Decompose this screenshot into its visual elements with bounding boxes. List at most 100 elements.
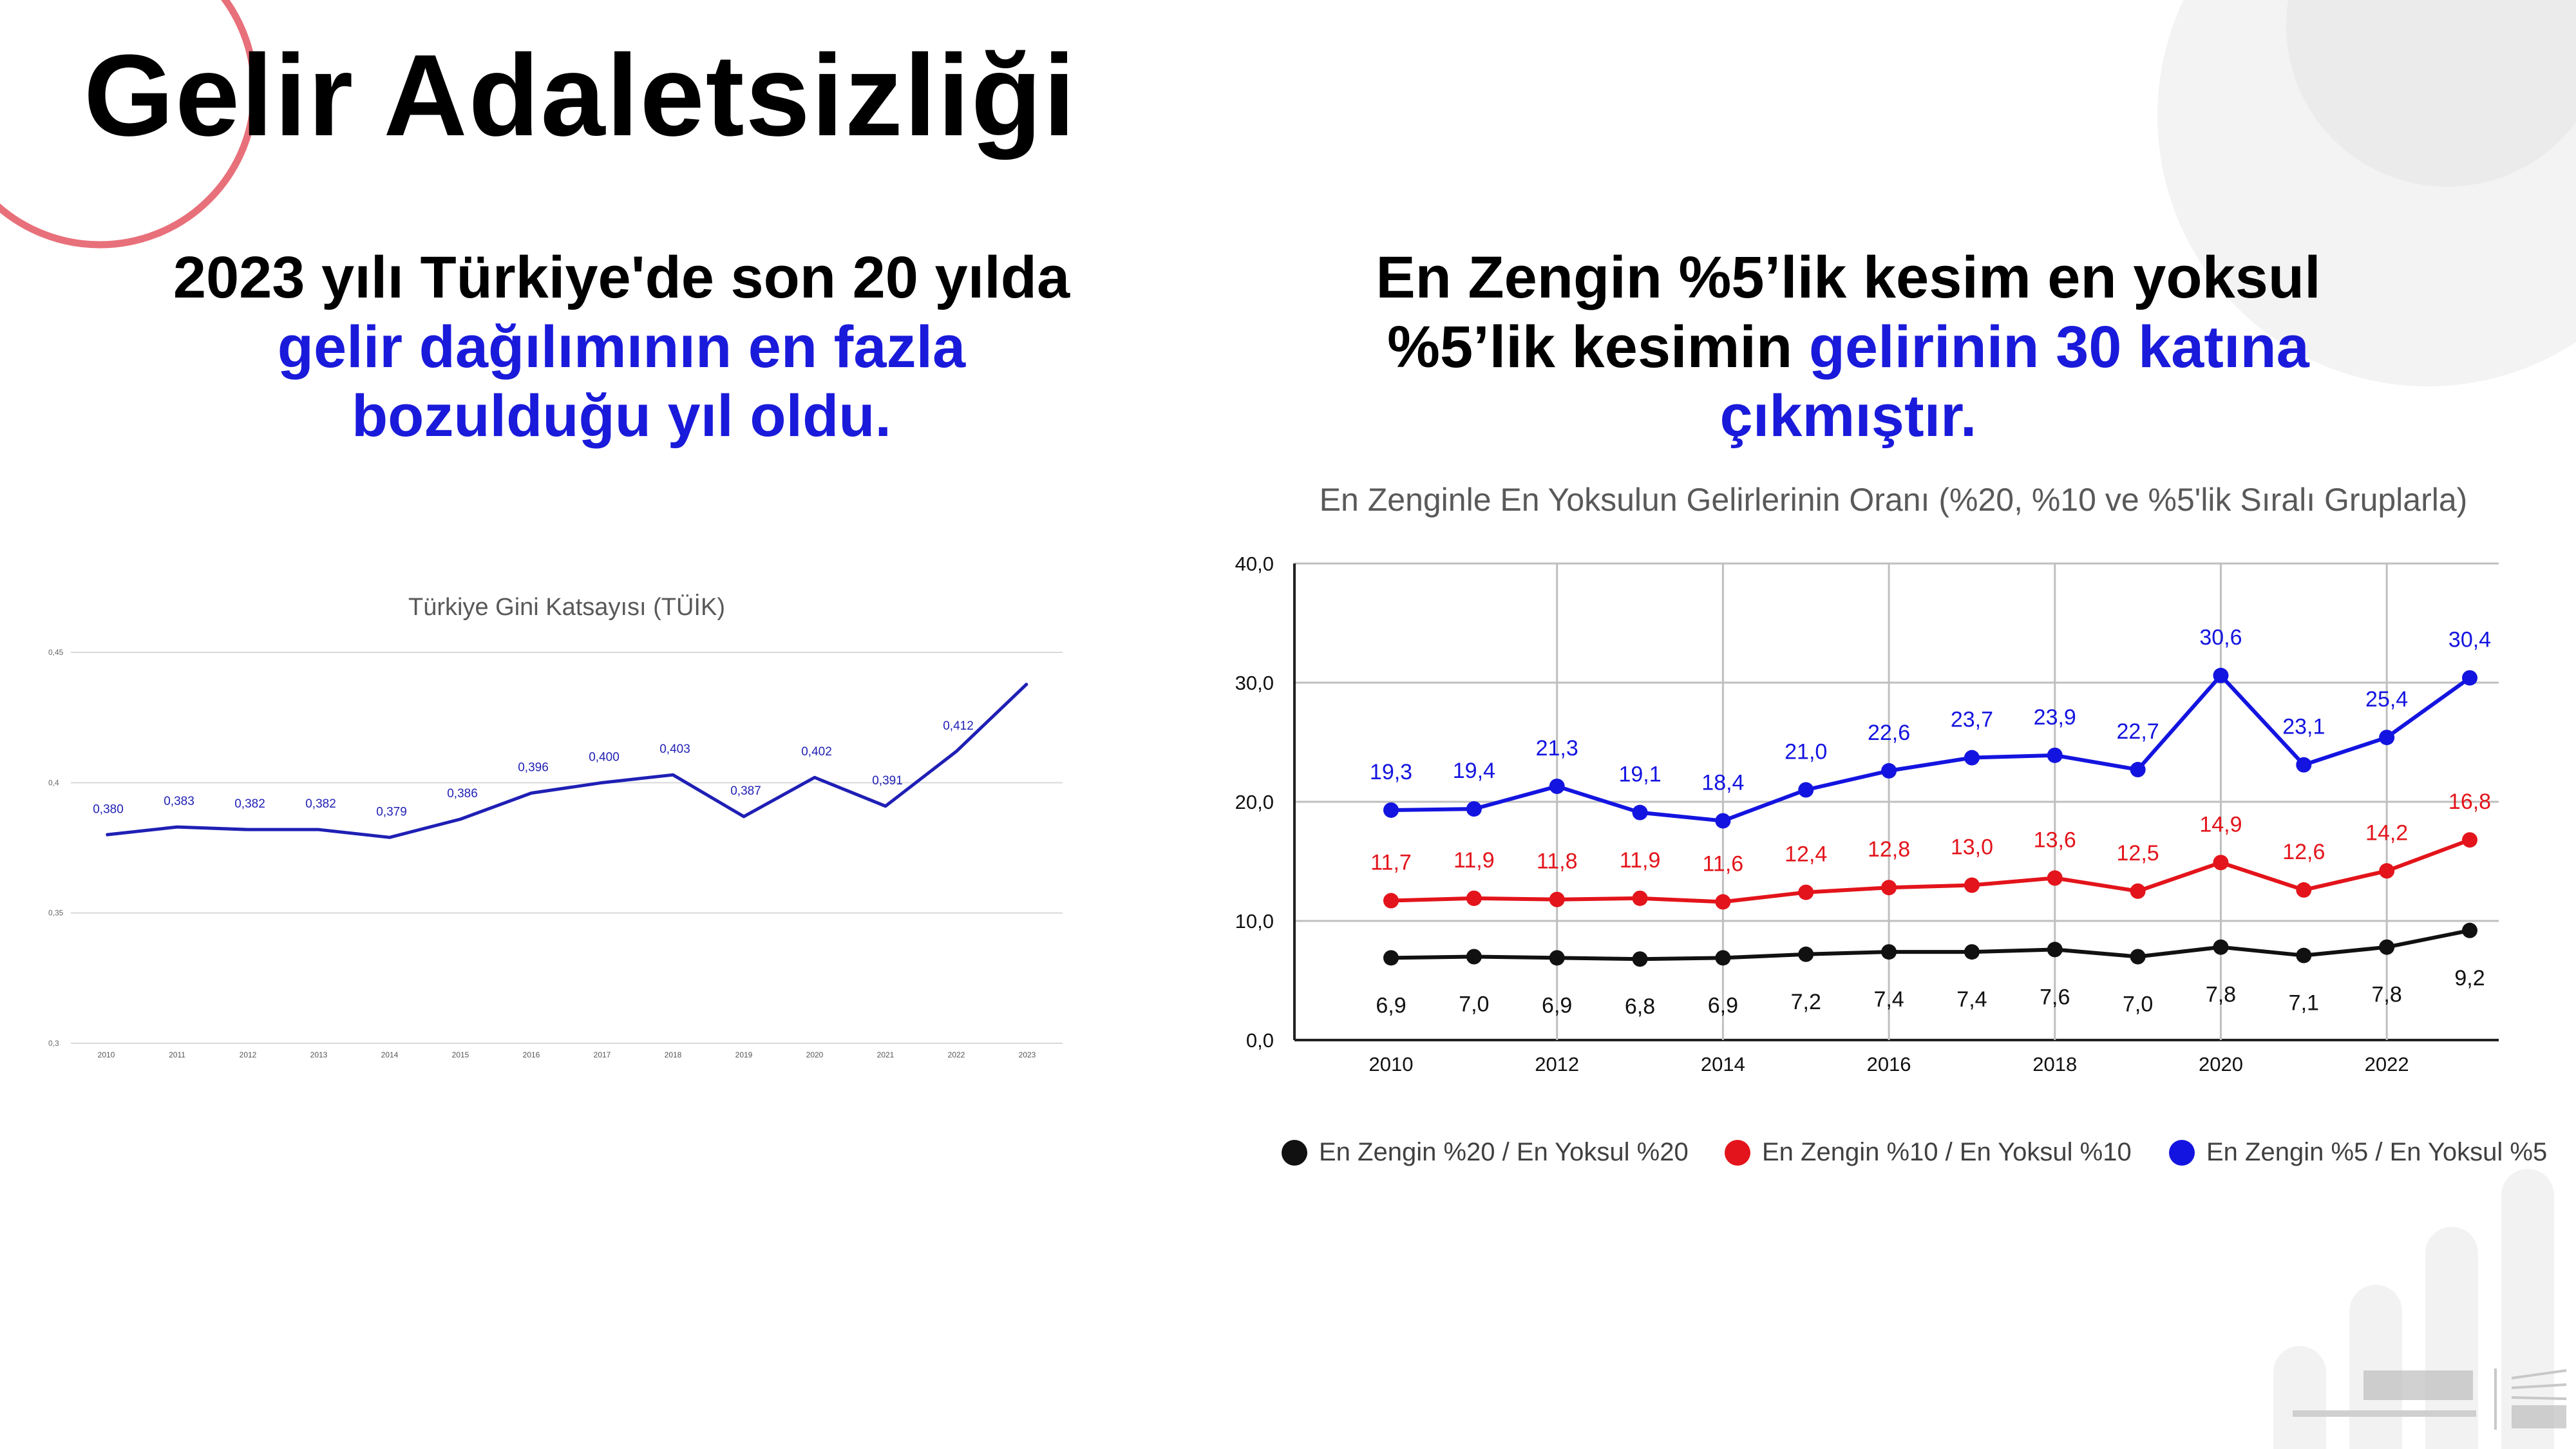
brand-logo [2293, 1368, 2567, 1430]
x-tick-label: 2014 [1701, 1053, 1745, 1075]
data-label: 14,9 [2199, 812, 2242, 837]
data-point [1466, 890, 1482, 906]
data-point [1715, 894, 1731, 910]
data-point [1383, 893, 1399, 909]
data-point [1466, 949, 1482, 965]
series-line [106, 682, 1028, 839]
data-point [1881, 880, 1897, 896]
data-label: 11,7 [1370, 851, 1412, 875]
right-headline-line3: çıkmıştır. [1719, 383, 1977, 450]
data-point [956, 750, 957, 752]
chart-title: Türkiye Gini Katsayısı (TÜİK) [408, 593, 725, 621]
data-label: 6,9 [1542, 993, 1572, 1018]
data-point [743, 815, 744, 817]
data-point [2047, 942, 2063, 958]
x-tick-label: 2012 [240, 1050, 257, 1059]
x-tick-label: 2019 [735, 1050, 753, 1059]
data-label: 12,5 [2117, 841, 2159, 866]
x-tick-label: 2014 [381, 1050, 399, 1059]
data-label: 7,4 [1873, 987, 1904, 1012]
y-tick-label: 20,0 [1235, 791, 1274, 813]
data-point [106, 834, 107, 836]
data-label: 12,6 [2282, 840, 2325, 864]
data-label: 0,386 [447, 787, 478, 800]
data-point [2047, 870, 2063, 886]
data-point [2296, 882, 2312, 898]
data-label: 0,383 [164, 795, 194, 808]
data-point [885, 805, 886, 807]
data-label: 23,9 [2034, 705, 2076, 730]
data-point [1632, 804, 1648, 820]
y-tick-label: 10,0 [1235, 910, 1274, 933]
y-tick-label: 0,4 [48, 778, 59, 787]
data-label: 11,6 [1703, 851, 1744, 876]
data-label: 0,382 [234, 797, 265, 811]
data-label: 22,6 [1868, 721, 1910, 745]
legend-label: En Zengin %10 / En Yoksul %10 [1762, 1138, 2132, 1166]
data-label: 11,9 [1454, 848, 1495, 873]
x-tick-label: 2022 [2365, 1053, 2409, 1075]
data-point [1549, 950, 1565, 966]
data-label: 30,6 [2199, 625, 2242, 650]
data-label: 22,7 [2117, 719, 2159, 744]
legend-label: En Zengin %5 / En Yoksul %5 [2206, 1138, 2547, 1166]
data-point [2130, 762, 2146, 778]
top-right-gray-circle [2157, 0, 2576, 386]
data-point [2047, 747, 2063, 763]
data-point [1549, 778, 1565, 794]
x-tick-label: 2010 [1369, 1053, 1414, 1075]
data-label: 12,4 [1785, 842, 1827, 867]
data-label: 12,8 [1868, 837, 1910, 862]
data-label: 13,0 [1951, 835, 1993, 860]
data-label: 16,8 [2448, 790, 2491, 814]
x-tick-label: 2015 [452, 1050, 469, 1059]
data-point [1027, 683, 1028, 685]
data-label: 7,0 [2123, 992, 2153, 1017]
legend-label: En Zengin %20 / En Yoksul %20 [1319, 1138, 1689, 1166]
series-line [1390, 673, 2471, 823]
right-headline: En Zengin %5’lik kesim en yoksul %5’lik … [1307, 243, 2389, 451]
data-point [1798, 782, 1814, 798]
data-point [1632, 951, 1648, 967]
data-point [176, 826, 178, 828]
data-label: 9,2 [2454, 966, 2485, 990]
data-label: 7,6 [2040, 985, 2070, 1009]
data-point [2130, 949, 2146, 965]
data-point [460, 818, 461, 820]
data-label: 0,379 [376, 805, 407, 819]
data-point [2130, 883, 2146, 899]
data-label: 0,387 [730, 784, 761, 798]
data-label: 7,1 [2289, 991, 2319, 1016]
data-label: 0,382 [305, 797, 336, 811]
data-point [318, 829, 319, 831]
right-headline-line2-plain: %5’lik kesimin [1387, 314, 1809, 380]
x-tick-label: 2018 [665, 1050, 682, 1059]
data-label: 0,412 [943, 719, 974, 733]
y-tick-label: 30,0 [1235, 672, 1274, 694]
data-point [2213, 939, 2229, 955]
data-label: 14,2 [2365, 820, 2408, 845]
data-point [2462, 670, 2477, 686]
left-headline-highlight2: bozulduğu yıl oldu. [351, 383, 892, 450]
data-point [1798, 884, 1814, 900]
data-point [1798, 946, 1814, 962]
legend-marker [2169, 1140, 2195, 1166]
data-label: 21,3 [1536, 736, 1578, 761]
data-point [1383, 802, 1399, 818]
data-label: 0,403 [659, 743, 690, 756]
data-label: 7,0 [1459, 992, 1489, 1017]
data-point [2379, 730, 2395, 746]
right-headline-line1: En Zengin %5’lik kesim en yoksul [1376, 245, 2321, 310]
data-label: 21,0 [1785, 740, 1827, 764]
data-label: 7,8 [2372, 983, 2402, 1007]
data-point [672, 774, 674, 776]
data-point [1964, 750, 1980, 766]
x-tick-label: 2016 [523, 1050, 540, 1059]
right-headline-line2-highlight: gelirinin 30 katına [1808, 314, 2309, 380]
y-tick-label: 0,0 [1246, 1029, 1274, 1052]
data-point [1964, 877, 1980, 893]
x-tick-label: 2021 [877, 1050, 895, 1059]
page-title: Gelir Adaletsizliği [84, 31, 1077, 160]
accent-ring [0, 0, 258, 249]
